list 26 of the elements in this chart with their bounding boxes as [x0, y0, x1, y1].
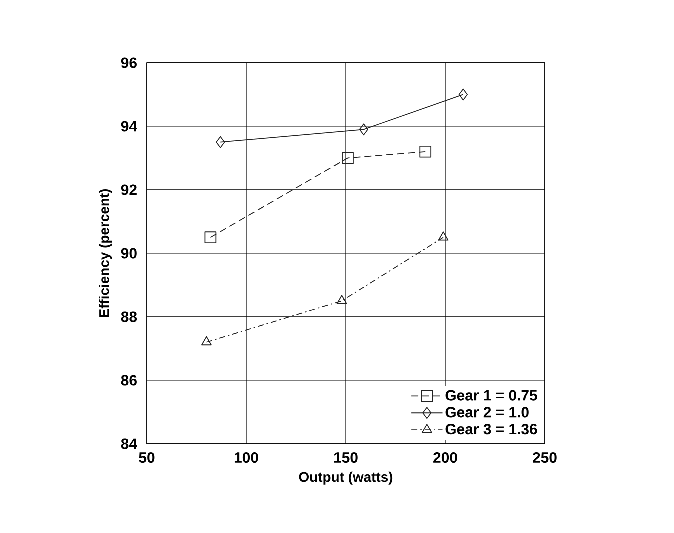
y-axis-title: Efficiency (percent)	[99, 189, 112, 318]
x-tick-label: 50	[139, 452, 155, 464]
y-tick-label: 92	[121, 184, 137, 196]
point	[336, 295, 348, 304]
legend-label: Gear 2 = 1.0	[446, 407, 529, 418]
point	[420, 146, 432, 158]
y-tick-label: 90	[121, 248, 137, 259]
legend-label: Gear 3 = 1.36	[446, 424, 538, 435]
point	[458, 88, 468, 101]
x-tick-label: 200	[434, 452, 458, 464]
point	[342, 152, 354, 164]
x-tick-label: 100	[234, 452, 258, 464]
x-tick-label: 250	[533, 452, 557, 464]
y-tick-label: 96	[121, 58, 137, 68]
x-axis-title: Output (watts)	[299, 472, 393, 485]
point	[216, 136, 226, 148]
y-tick-label: 88	[121, 312, 138, 322]
point	[359, 124, 368, 136]
point	[204, 232, 217, 244]
y-tick-label: 86	[121, 375, 137, 386]
y-tick-label: 84	[121, 438, 138, 450]
y-tick-label: 94	[121, 121, 138, 132]
point	[202, 336, 212, 346]
point	[438, 232, 449, 241]
x-tick-label: 150	[334, 452, 358, 464]
legend-label: Gear 1 = 0.75	[446, 390, 538, 401]
